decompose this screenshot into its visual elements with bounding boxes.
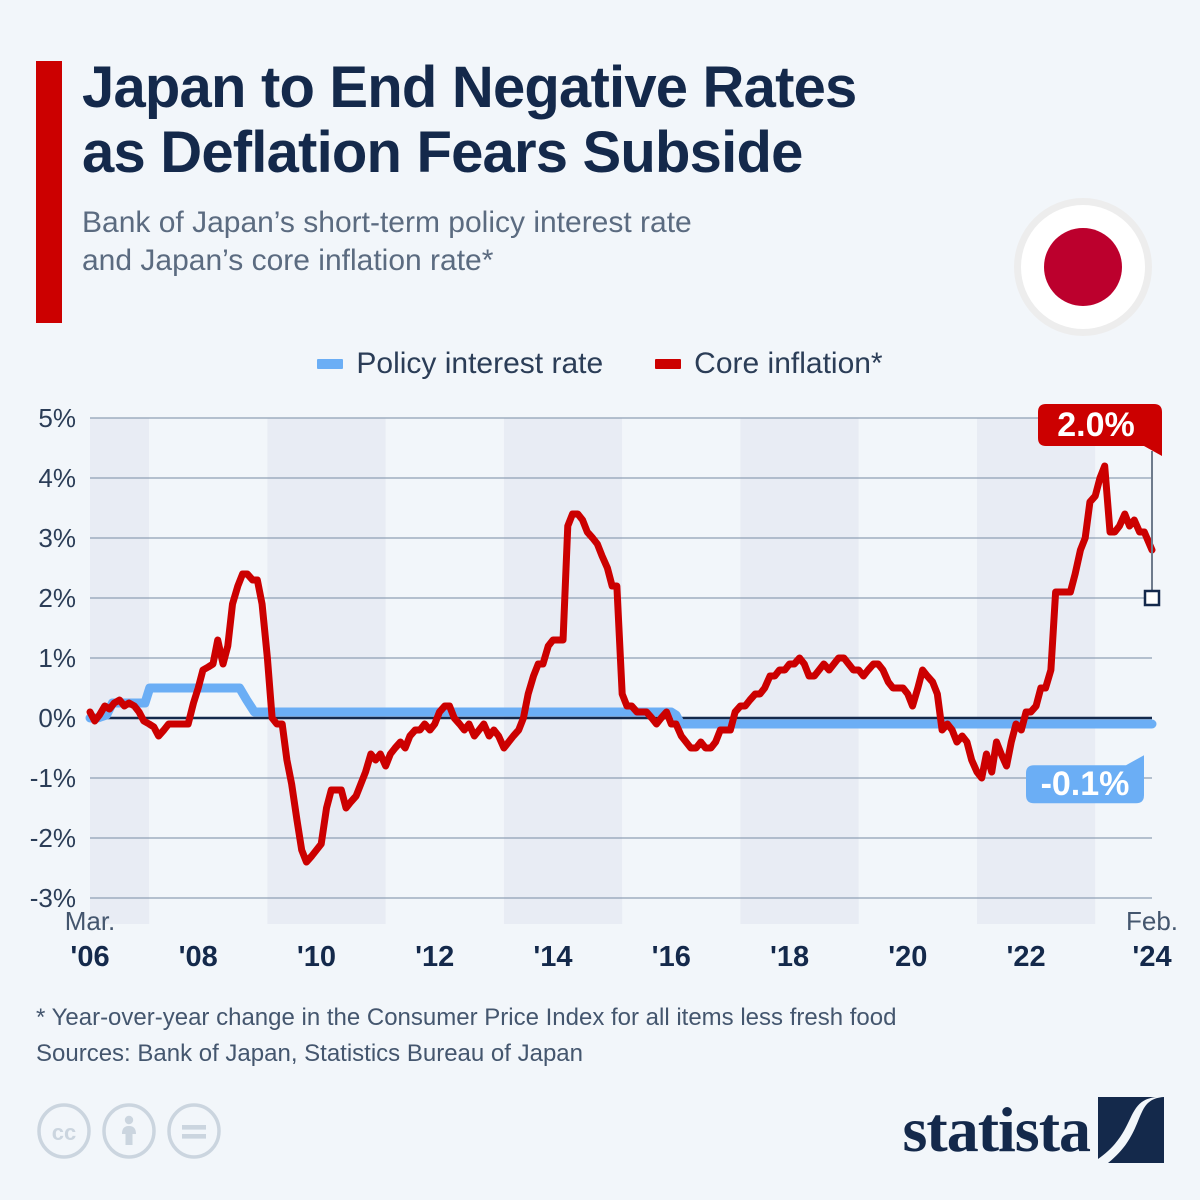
footnote-sources: Sources: Bank of Japan, Statistics Burea… — [36, 1039, 583, 1067]
y-axis-tick: 2% — [38, 583, 76, 613]
x-axis-tick-year: '10 — [297, 941, 336, 973]
accent-bar — [36, 61, 62, 323]
footnotes: * Year-over-year change in the Consumer … — [36, 1000, 1036, 1071]
statista-logo: statista — [902, 1097, 1164, 1163]
endpoint-marker — [1143, 589, 1161, 607]
title-block: Japan to End Negative Rates as Deflation… — [82, 55, 1002, 281]
y-axis-tick: 0% — [38, 703, 76, 733]
legend-label-inflation: Core inflation* — [694, 347, 883, 380]
statista-wordmark: statista — [902, 1094, 1091, 1165]
x-axis-tick-year: '14 — [533, 941, 572, 973]
x-axis-tick-year: '08 — [179, 941, 218, 973]
chart-xtick-labels: '06 Mar. '08 '10 '12 '14 '16 '18 '20 '22 '24 Feb. — [65, 906, 1178, 973]
statista-mark-icon — [1098, 1097, 1164, 1163]
nd-equals-icon[interactable] — [166, 1103, 222, 1159]
cc-icon[interactable]: cc — [36, 1103, 92, 1159]
y-axis-tick: -1% — [30, 763, 76, 793]
legend-swatch-inflation-icon — [655, 359, 682, 369]
x-axis-tick-year: '16 — [652, 941, 691, 973]
legend-swatch-policy-icon — [317, 359, 344, 369]
x-axis-tick-year: '12 — [415, 941, 454, 973]
legend-label-policy: Policy interest rate — [356, 347, 604, 380]
chart-legend: Policy interest rate Core inflation* — [0, 349, 1200, 379]
y-axis-tick: -2% — [30, 823, 76, 853]
page-title: Japan to End Negative Rates as Deflation… — [82, 55, 857, 185]
legend-item-inflation[interactable]: Core inflation* — [655, 347, 883, 380]
x-axis-tick-year: '20 — [888, 941, 927, 973]
x-axis-tick-month: Feb. — [1126, 906, 1178, 936]
callout-policy-value: -0.1% — [1041, 765, 1130, 803]
page-subtitle: Bank of Japan’s short-term policy intere… — [82, 205, 692, 278]
callout-inflation-value: 2.0% — [1057, 406, 1135, 444]
x-axis-tick-year: '24 — [1132, 941, 1171, 973]
y-axis-tick: -3% — [30, 883, 76, 913]
japan-flag-sun — [1044, 228, 1122, 306]
by-person-icon[interactable] — [101, 1103, 157, 1159]
x-axis-tick-year: '18 — [770, 941, 809, 973]
y-axis-tick: 4% — [38, 463, 76, 493]
y-axis-tick: 5% — [38, 403, 76, 433]
x-axis-tick-year: '06 — [70, 941, 109, 973]
line-chart: -3% -2% -1% 0% 1% 2% 3% 4% 5% '06 Mar. '08 '10 '12 '1… — [30, 403, 1178, 973]
license-icons: cc — [36, 1103, 222, 1159]
japan-flag-icon — [1014, 198, 1152, 336]
callout-inflation: 2.0% — [1038, 404, 1162, 456]
chart-ytick-labels: -3% -2% -1% 0% 1% 2% 3% 4% 5% — [30, 403, 76, 913]
footnote-definition: * Year-over-year change in the Consumer … — [36, 1004, 897, 1031]
svg-text:cc: cc — [52, 1120, 76, 1145]
series-line-inflation — [86, 462, 1156, 866]
callout-policy: -0.1% — [1026, 755, 1144, 804]
footer: cc statista — [0, 1095, 1200, 1185]
chart-container: -3% -2% -1% 0% 1% 2% 3% 4% 5% '06 Mar. '08 '10 '12 '1… — [0, 396, 1200, 976]
y-axis-tick: 3% — [38, 523, 76, 553]
x-axis-tick-month: Mar. — [65, 906, 116, 936]
x-axis-tick-year: '22 — [1006, 941, 1045, 973]
legend-item-policy[interactable]: Policy interest rate — [317, 349, 603, 379]
y-axis-tick: 1% — [38, 643, 76, 673]
